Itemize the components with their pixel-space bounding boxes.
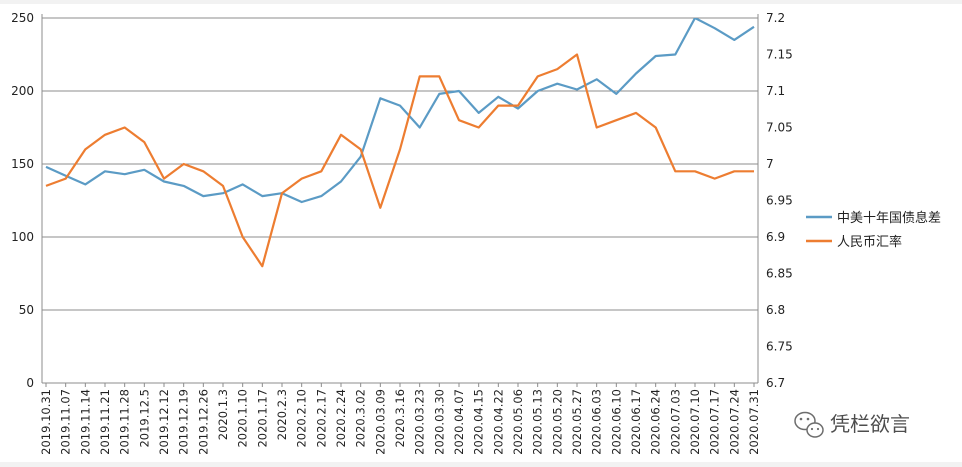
top-strip <box>0 0 962 4</box>
x-tick-label: 2020.03.23 <box>413 389 427 455</box>
x-tick-label: 2019.10.31 <box>39 389 53 455</box>
right-axis-ticks: 6.7 6.75 6.8 6.85 6.9 6.95 7 7.05 7.1 7.15 7.2 <box>766 11 793 390</box>
x-tick-label: 2020.3.16 <box>393 389 407 448</box>
x-tick-label: 2020.07.17 <box>708 389 722 455</box>
x-tick-label: 2020.07.03 <box>668 389 682 455</box>
x-tick-label: 2020.04.15 <box>472 389 486 455</box>
x-tick-label: 2019.12.19 <box>177 389 191 455</box>
x-tick-label: 2019.12.26 <box>196 389 210 455</box>
x-tick-label: 2020.06.24 <box>649 389 663 455</box>
x-tick-label: 2020.03.30 <box>432 389 446 455</box>
x-tick-label: 2020.3.02 <box>354 389 368 448</box>
x-tick-label: 2020.06.17 <box>629 389 643 455</box>
right-tick-label: 6.95 <box>766 194 793 208</box>
axes <box>41 14 759 383</box>
right-tick-label: 7.05 <box>766 121 793 135</box>
right-tick-label: 6.8 <box>766 303 785 317</box>
right-tick-label: 6.75 <box>766 340 793 354</box>
x-tick-label: 2020.04.22 <box>491 389 505 455</box>
right-tick-label: 7.1 <box>766 84 785 98</box>
x-tick-label: 2019.11.28 <box>118 389 132 455</box>
bottom-strip <box>0 462 962 467</box>
x-tick-label: 2020.1.3 <box>216 389 230 440</box>
x-tick-label: 2020.07.24 <box>727 389 741 455</box>
left-tick-label: 250 <box>11 11 34 25</box>
series-line-cny-rate <box>45 53 754 268</box>
x-tick-label: 2020.2.3 <box>275 389 289 440</box>
x-tick-label: 2020.07.10 <box>688 389 702 455</box>
right-tick-label: 7.15 <box>766 48 793 62</box>
left-tick-label: 150 <box>11 157 34 171</box>
x-tick-label: 2020.1.10 <box>236 389 250 448</box>
x-tick-label: 2020.06.10 <box>609 389 623 455</box>
x-tick-label: 2019.11.14 <box>78 389 92 455</box>
x-tick-label: 2020.03.09 <box>373 389 387 455</box>
x-tick-label: 2019.12.12 <box>157 389 171 455</box>
x-axis-ticks: 2019.10.31 2019.11.07 2019.11.14 2019.11.21… <box>39 383 761 455</box>
left-tick-label: 0 <box>26 376 34 390</box>
left-tick-label: 100 <box>11 230 34 244</box>
x-tick-label: 2020.05.13 <box>531 389 545 455</box>
x-tick-label: 2020.2.24 <box>334 389 348 448</box>
x-tick-label: 2020.2.17 <box>314 389 328 448</box>
grid-lines <box>42 17 758 384</box>
series-line-spread <box>45 18 755 204</box>
left-tick-label: 200 <box>11 84 34 98</box>
x-tick-label: 2019.12.5 <box>137 389 151 448</box>
legend-label: 中美十年国债息差 <box>837 210 941 226</box>
x-tick-label: 2020.2.10 <box>295 389 309 448</box>
x-tick-label: 2020.05.06 <box>511 389 525 455</box>
x-tick-label: 2020.04.07 <box>452 389 466 455</box>
watermark: 凭栏欲言 <box>794 411 910 438</box>
x-tick-label: 2020.05.27 <box>570 389 584 455</box>
wechat-icon <box>794 411 824 438</box>
legend-label: 人民币汇率 <box>837 234 902 250</box>
left-tick-label: 50 <box>19 303 34 317</box>
right-tick-label: 6.9 <box>766 230 785 244</box>
right-tick-label: 6.7 <box>766 376 785 390</box>
series-lines <box>45 18 755 268</box>
x-tick-label: 2020.1.17 <box>255 389 269 448</box>
x-tick-label: 2019.11.07 <box>59 389 73 455</box>
x-tick-label: 2020.05.20 <box>550 389 564 455</box>
watermark-text: 凭栏欲言 <box>830 412 910 436</box>
x-tick-label: 2020.07.31 <box>747 389 761 455</box>
right-tick-label: 7 <box>766 157 774 171</box>
right-tick-label: 7.2 <box>766 11 785 25</box>
right-tick-label: 6.85 <box>766 267 793 281</box>
x-tick-label: 2019.11.21 <box>98 389 112 455</box>
x-tick-label: 2020.06.03 <box>590 389 604 455</box>
left-axis-ticks: 0 50 100 150 200 250 <box>11 11 34 390</box>
